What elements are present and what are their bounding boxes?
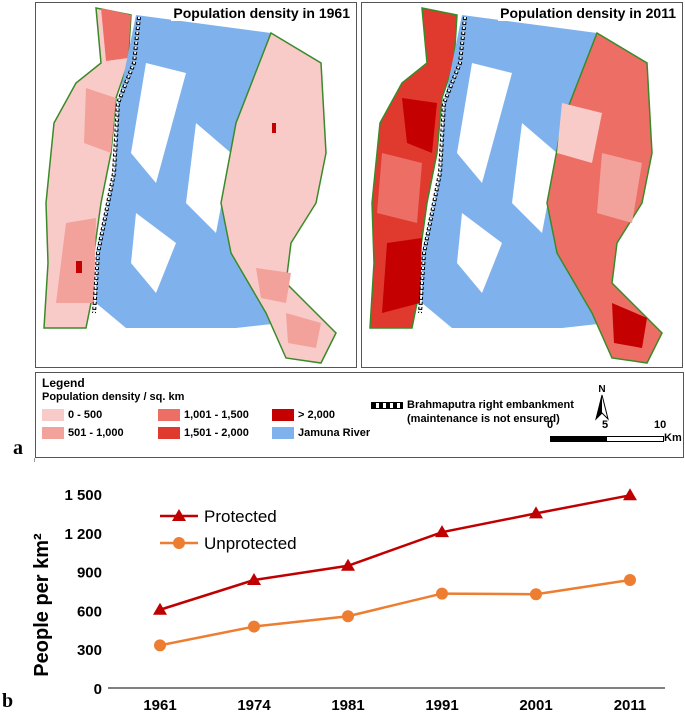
- legend-class-1: 501 - 1,000: [42, 427, 124, 440]
- panel-letter-b: b: [2, 690, 14, 712]
- embankment-line1: Brahmaputra right embankment: [407, 399, 574, 411]
- x-tick-label: 1974: [237, 697, 271, 714]
- map-panel-2011: Population density in 2011: [361, 2, 683, 368]
- x-tick-label: 1991: [425, 697, 458, 714]
- scale-bar-white: [606, 436, 664, 442]
- legend-label: 501 - 1,000: [68, 427, 124, 439]
- x-tick-label: 2001: [519, 697, 552, 714]
- legend-label: 0 - 500: [68, 409, 103, 421]
- series-line-unprotected: [159, 578, 631, 647]
- legend-marker: [173, 537, 185, 549]
- x-tick-label: 1981: [331, 697, 364, 714]
- data-point-unprotected: [248, 620, 260, 633]
- x-tick-label: 2011: [614, 697, 647, 714]
- map-panel-1961: Population density in 1961: [35, 2, 357, 368]
- legend-swatch: [158, 427, 180, 440]
- map-2011-graphic: [369, 7, 663, 364]
- scale-tick-5: 5: [602, 419, 609, 431]
- y-tick-label: 0: [94, 681, 102, 698]
- data-point-unprotected: [342, 610, 354, 623]
- x-tick-label: 1961: [143, 697, 176, 714]
- legend-class-3: 1,501 - 2,000: [158, 427, 249, 440]
- legend-river: Jamuna River: [272, 427, 371, 440]
- data-point-unprotected: [530, 588, 542, 601]
- embankment-legend-line: [371, 402, 403, 409]
- scale-unit: Km: [664, 432, 682, 444]
- map-title-2011: Population density in 2011: [498, 5, 678, 21]
- legend-title: Legend: [42, 376, 85, 390]
- data-point-protected: [247, 573, 261, 586]
- legend-swatch: [158, 409, 180, 422]
- series-line-protected: [159, 494, 631, 611]
- legend-swatch: [42, 427, 64, 440]
- data-point-protected: [341, 558, 355, 571]
- legend-label: 1,001 - 1,500: [184, 409, 249, 421]
- y-tick-label: 300: [77, 642, 102, 659]
- scale-tick-0: 0: [547, 419, 554, 431]
- panel-letter-a: a: [13, 437, 23, 459]
- y-tick-label: 1 500: [64, 487, 102, 504]
- map-title-1961: Population density in 1961: [171, 5, 352, 21]
- chart-container: 0 300 600 900 1 200 1 500 1961 1974 1981 1991 200…: [0, 470, 685, 715]
- north-label: N: [598, 384, 605, 395]
- data-point-protected: [435, 525, 449, 538]
- embankment-line2: (maintenance is not ensured): [407, 413, 560, 425]
- legend-swatch: [272, 427, 294, 440]
- y-axis-label: People per km²: [31, 533, 53, 677]
- y-tick-label: 600: [77, 603, 102, 620]
- y-tick-label: 1 200: [64, 526, 102, 543]
- legend-subtitle: Population density / sq. km: [42, 391, 185, 403]
- legend-swatch: [272, 409, 294, 422]
- legend-class-2: 1,001 - 1,500: [158, 409, 249, 422]
- y-tick-label: 900: [77, 565, 102, 582]
- scale-tick-10: 10: [654, 419, 667, 431]
- data-point-protected: [623, 488, 637, 501]
- legend-label-protected: Protected: [204, 507, 277, 526]
- legend-marker: [172, 509, 186, 521]
- legend-class-0: 0 - 500: [42, 409, 103, 422]
- legend-swatch: [42, 409, 64, 422]
- legend-label: Jamuna River: [298, 427, 371, 439]
- legend: Legend Population density / sq. km 0 - 5…: [35, 372, 684, 458]
- data-point-unprotected: [624, 574, 636, 587]
- data-point-protected: [153, 602, 167, 615]
- scale-bar-black: [550, 436, 606, 442]
- legend-label-unprotected: Unprotected: [204, 534, 297, 553]
- data-point-protected: [529, 506, 543, 519]
- legend-label: > 2,000: [298, 409, 336, 421]
- embankment-legend-label: Brahmaputra right embankment (maintenanc…: [407, 398, 574, 426]
- north-arrow-icon: N: [595, 384, 609, 421]
- legend-label: 1,501 - 2,000: [184, 427, 249, 439]
- legend-class-4: > 2,000: [272, 409, 336, 422]
- divider: [34, 458, 35, 462]
- map-1961-graphic: [43, 7, 337, 364]
- data-point-unprotected: [436, 587, 448, 600]
- unprotected-area-1961: [220, 31, 337, 364]
- data-point-unprotected: [154, 639, 166, 652]
